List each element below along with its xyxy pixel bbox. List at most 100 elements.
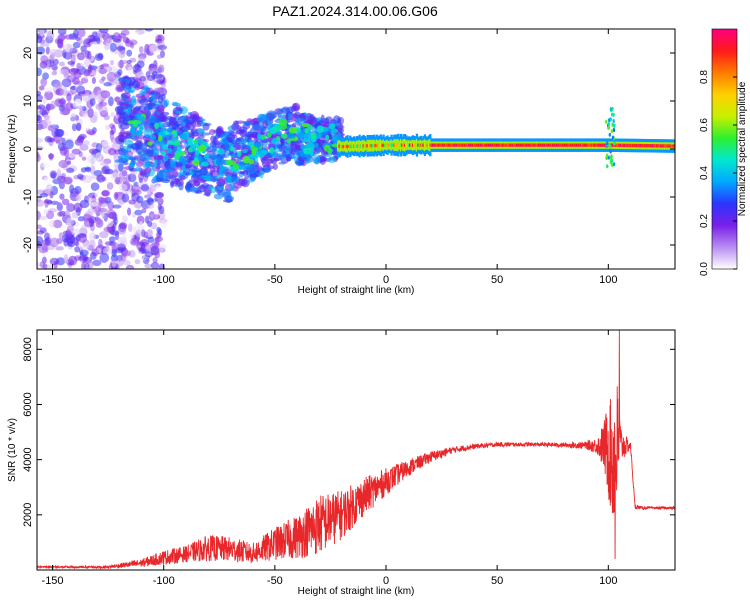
spectrogram-carrier-core bbox=[639, 143, 643, 148]
spectrogram-carrier-core bbox=[413, 143, 416, 147]
spectrogram-noise-blob bbox=[73, 80, 84, 86]
spectrogram-blob bbox=[199, 118, 206, 122]
spectrogram-carrier-core bbox=[390, 143, 393, 147]
spectrogram-spread-blob bbox=[609, 117, 612, 122]
spectrogram-noise-blob bbox=[56, 168, 62, 177]
spectrogram-x-tick-label: 50 bbox=[491, 274, 503, 286]
spectrogram-carrier-core bbox=[582, 143, 585, 147]
spectrogram-noise-blob bbox=[123, 260, 131, 266]
spectrogram-carrier-core bbox=[543, 143, 547, 147]
spectrogram-blob-strong bbox=[147, 141, 153, 146]
spectrogram-carrier-core bbox=[427, 143, 431, 147]
spectrogram-blob-strong bbox=[179, 133, 188, 140]
colorbar-tick-label: 0.0 bbox=[699, 262, 710, 276]
spectrogram-noise-blob bbox=[77, 29, 86, 38]
spectrogram-carrier-core bbox=[545, 143, 548, 147]
spectrogram-noise-blob bbox=[84, 50, 90, 59]
spectrogram-blob-strong bbox=[149, 134, 157, 141]
spectrogram-noise-blob bbox=[43, 176, 52, 187]
spectrogram-carrier-core bbox=[566, 143, 569, 147]
spectrogram-carrier-core bbox=[565, 143, 568, 147]
spectrogram-carrier-core bbox=[621, 143, 624, 148]
spectrogram-carrier-core bbox=[665, 144, 668, 148]
spectrogram-noise-blob bbox=[101, 76, 106, 81]
spectrogram-carrier-core bbox=[615, 143, 619, 147]
spectrogram-carrier-core bbox=[654, 144, 657, 148]
spectrogram-blob bbox=[118, 148, 128, 156]
spectrogram-blob bbox=[248, 164, 258, 174]
spectrogram-carrier-core bbox=[391, 143, 395, 147]
spectrogram-carrier-core bbox=[643, 143, 647, 148]
spectrogram-noise-blob bbox=[62, 86, 68, 97]
spectrogram-noise-blob bbox=[81, 262, 86, 269]
spectrogram-noise-blob bbox=[99, 161, 110, 167]
spectrogram-carrier-core bbox=[623, 143, 627, 148]
spectrogram-noise-blob bbox=[110, 242, 120, 250]
spectrogram-spread-blob bbox=[610, 112, 614, 117]
spectrogram-blob bbox=[129, 156, 137, 161]
spectrogram-blob bbox=[114, 105, 124, 114]
spectrogram-blob bbox=[314, 156, 321, 164]
spectrogram-carrier-core bbox=[473, 143, 476, 147]
spectrogram-blob-strong bbox=[242, 155, 251, 164]
spectrogram-noise-blob bbox=[87, 197, 97, 203]
spectrogram-blob-strong bbox=[197, 137, 204, 145]
spectrogram-carrier-core bbox=[406, 143, 409, 147]
spectrogram-carrier-core bbox=[494, 143, 497, 147]
spectrogram-blob-strong bbox=[177, 145, 182, 152]
spectrogram-blob bbox=[165, 134, 171, 139]
spectrogram-noise-blob bbox=[77, 173, 84, 180]
spectrogram-x-tick-label: 0 bbox=[383, 274, 389, 286]
spectrogram-carrier-core bbox=[539, 143, 543, 147]
spectrogram-noise-blob bbox=[76, 63, 83, 70]
spectrogram-blob-strong bbox=[229, 146, 235, 152]
spectrogram-blob-strong bbox=[154, 122, 159, 129]
spectrogram-noise-blob bbox=[38, 243, 47, 248]
spectrogram-blob-strong bbox=[220, 166, 227, 172]
spectrogram-image bbox=[37, 29, 675, 269]
spectrogram-noise-blob bbox=[156, 54, 163, 60]
spectrogram-carrier-core bbox=[657, 144, 660, 148]
spectrogram-carrier-core bbox=[554, 143, 557, 147]
spectrogram-noise-blob bbox=[59, 61, 65, 67]
spectrogram-blob bbox=[174, 161, 184, 167]
spectrogram-noise-blob bbox=[154, 239, 160, 248]
spectrogram-carrier-core bbox=[407, 143, 411, 147]
spectrogram-blob bbox=[168, 171, 179, 178]
spectrogram-carrier-core bbox=[398, 143, 401, 147]
spectrogram-blob bbox=[204, 188, 212, 196]
spectrogram-carrier-core bbox=[655, 144, 659, 148]
spectrogram-blob-strong bbox=[286, 138, 292, 144]
snr-x-tick-label: -100 bbox=[153, 575, 175, 587]
spectrogram-blob bbox=[148, 121, 153, 129]
spectrogram-blob bbox=[200, 168, 206, 174]
spectrogram-blob-strong bbox=[258, 151, 264, 159]
spectrogram-noise-blob bbox=[92, 259, 102, 267]
spectrogram-blob-strong bbox=[172, 130, 178, 138]
spectrogram-noise-blob bbox=[77, 52, 86, 61]
spectrogram-blob bbox=[153, 139, 163, 147]
spectrogram-carrier-core bbox=[374, 143, 377, 148]
spectrogram-blob bbox=[201, 132, 211, 136]
spectrogram-carrier-core bbox=[635, 143, 639, 148]
spectrogram-spread-blob bbox=[605, 119, 608, 124]
spectrogram-carrier-core bbox=[513, 143, 516, 147]
spectrogram-carrier-core bbox=[383, 143, 387, 147]
spectrogram-noise-blob bbox=[49, 49, 59, 55]
spectrogram-noise-blob bbox=[156, 79, 166, 85]
spectrogram-carrier-core bbox=[366, 144, 369, 148]
spectrogram-noise-blob bbox=[58, 69, 69, 76]
spectrogram-blob-strong bbox=[194, 156, 199, 162]
spectrogram-noise-blob bbox=[104, 43, 110, 51]
spectrogram-noise-blob bbox=[101, 261, 108, 269]
spectrogram-carrier-core bbox=[375, 143, 379, 148]
spectrogram-blob-strong bbox=[135, 130, 142, 137]
spectrogram-blob bbox=[144, 103, 154, 111]
spectrogram-blob bbox=[332, 115, 341, 124]
spectrogram-carrier-core bbox=[590, 143, 593, 147]
spectrogram-noise-blob bbox=[121, 193, 130, 203]
spectrogram-carrier-core bbox=[451, 143, 455, 147]
spectrogram-blob bbox=[208, 129, 216, 136]
snr-x-ticks: -150 -100 -50 0 50 100 bbox=[42, 330, 617, 587]
spectrogram-x-ticks: -150 -100 -50 0 50 100 bbox=[42, 29, 617, 286]
